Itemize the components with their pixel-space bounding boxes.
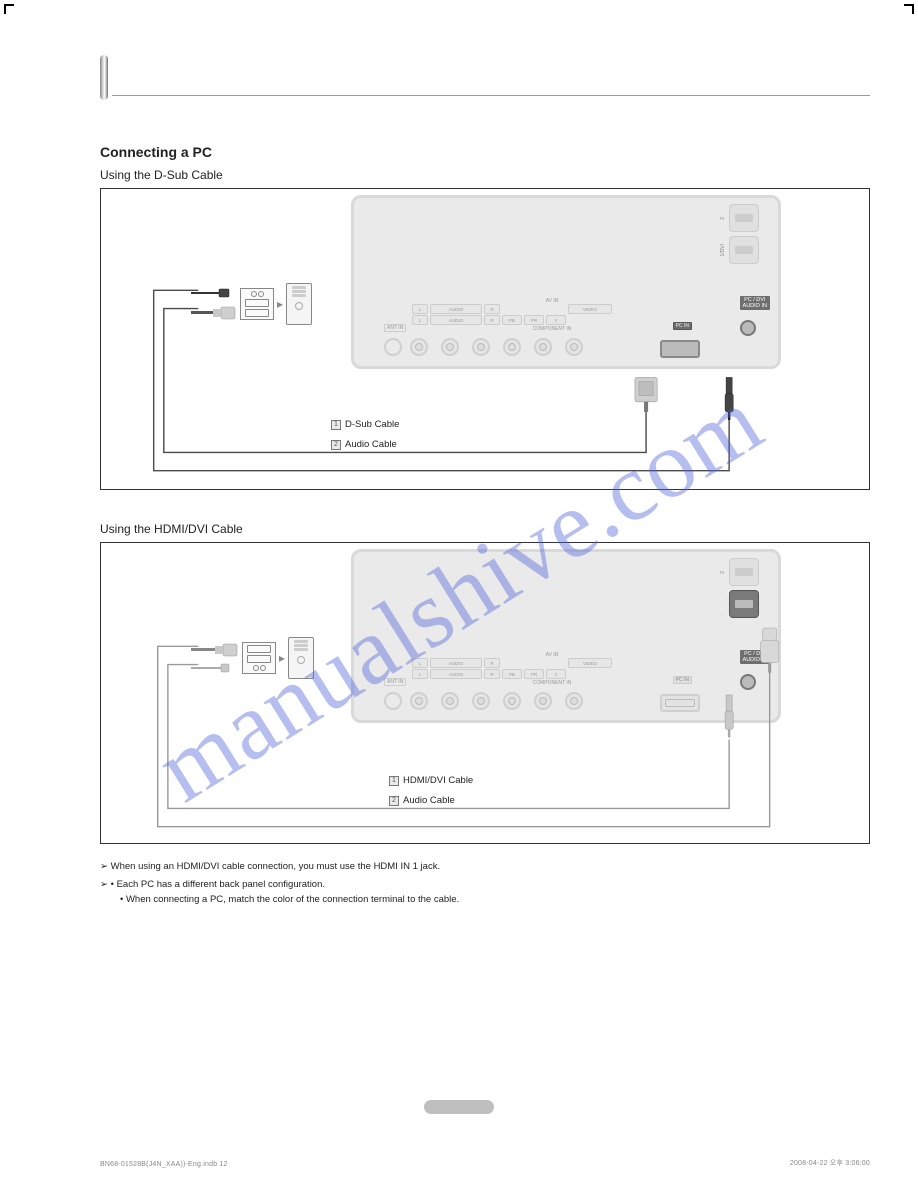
figure-1: ▸ 2 1/DVI PC / DVIAUDIO IN ANT IN AV IN	[100, 188, 870, 490]
hdmi-2-port	[729, 558, 759, 586]
ant-jack	[384, 338, 402, 356]
ant-jack	[384, 692, 402, 710]
ant-label: ANT IN	[384, 678, 406, 686]
pc-tower-icon	[286, 283, 312, 325]
audio-in-jack	[740, 674, 756, 690]
comp-jacks	[410, 338, 583, 356]
footnote-1: ➢ When using an HDMI/DVI cable connectio…	[100, 860, 870, 874]
av-strip: AV IN L AUDIO R VIDEO L AUDIO R PB PR	[412, 652, 692, 686]
audio-in-jack	[740, 320, 756, 336]
footer-right: 2008-04-22 오후 3:06:00	[790, 1158, 870, 1168]
pc-in-label: PC IN	[673, 322, 692, 330]
fig2-subtitle: Using the HDMI/DVI Cable	[100, 522, 870, 536]
fig1-cable2-label: 2Audio Cable	[331, 439, 397, 450]
pc-tower-icon	[288, 637, 314, 679]
fig2-cable1-label: 1HDMI/DVI Cable	[389, 775, 473, 786]
hdmi-1-port	[729, 590, 759, 618]
hdmi-1-port	[729, 236, 759, 264]
fig1-subtitle: Using the D-Sub Cable	[100, 168, 870, 182]
pc-dvi-audio-label: PC / DVIAUDIO IN	[740, 296, 770, 310]
av-strip: AV IN L AUDIO R VIDEO L AUDIO R PB PR	[412, 298, 692, 332]
fig2-cable2-label: 2Audio Cable	[389, 795, 455, 806]
page-number-pill	[424, 1100, 494, 1114]
vga-port	[660, 340, 700, 358]
fig1-cable1-label: 1D-Sub Cable	[331, 419, 399, 430]
crop-mark-tl	[4, 4, 14, 14]
arrow-icon: ▸	[277, 297, 283, 311]
footnote-2: ➢ • Each PC has a different back panel c…	[100, 878, 870, 892]
section-title: Connecting a PC	[100, 144, 870, 160]
tv-rear-panel-2: 2 1/DVI PC / DVIAUDIO IN ANT IN AV IN L …	[351, 549, 781, 723]
hdmi-2-port	[729, 204, 759, 232]
page-content: Connecting a PC Using the D-Sub Cable	[100, 60, 870, 907]
footer-left: BN68-01528B(J4N_XAA))-Eng.indb 12	[100, 1161, 228, 1168]
pc-rear-block-1: ▸	[191, 283, 341, 325]
crop-mark-tr	[904, 4, 914, 14]
tv-rear-panel-1: 2 1/DVI PC / DVIAUDIO IN ANT IN AV IN L …	[351, 195, 781, 369]
comp-jacks	[410, 692, 583, 710]
footnote-3: • When connecting a PC, match the color …	[100, 893, 870, 907]
figure-2: ▸ 2 1/DVI PC / DVIAUDIO IN ANT IN AV IN	[100, 542, 870, 844]
vga-port	[660, 694, 700, 712]
ant-label: ANT IN	[384, 324, 406, 332]
pc-rear-block-2: ▸	[191, 637, 341, 679]
pc-in-label: PC IN	[673, 676, 692, 684]
pc-dvi-audio-label: PC / DVIAUDIO IN	[740, 650, 770, 664]
arrow-icon: ▸	[279, 651, 285, 665]
